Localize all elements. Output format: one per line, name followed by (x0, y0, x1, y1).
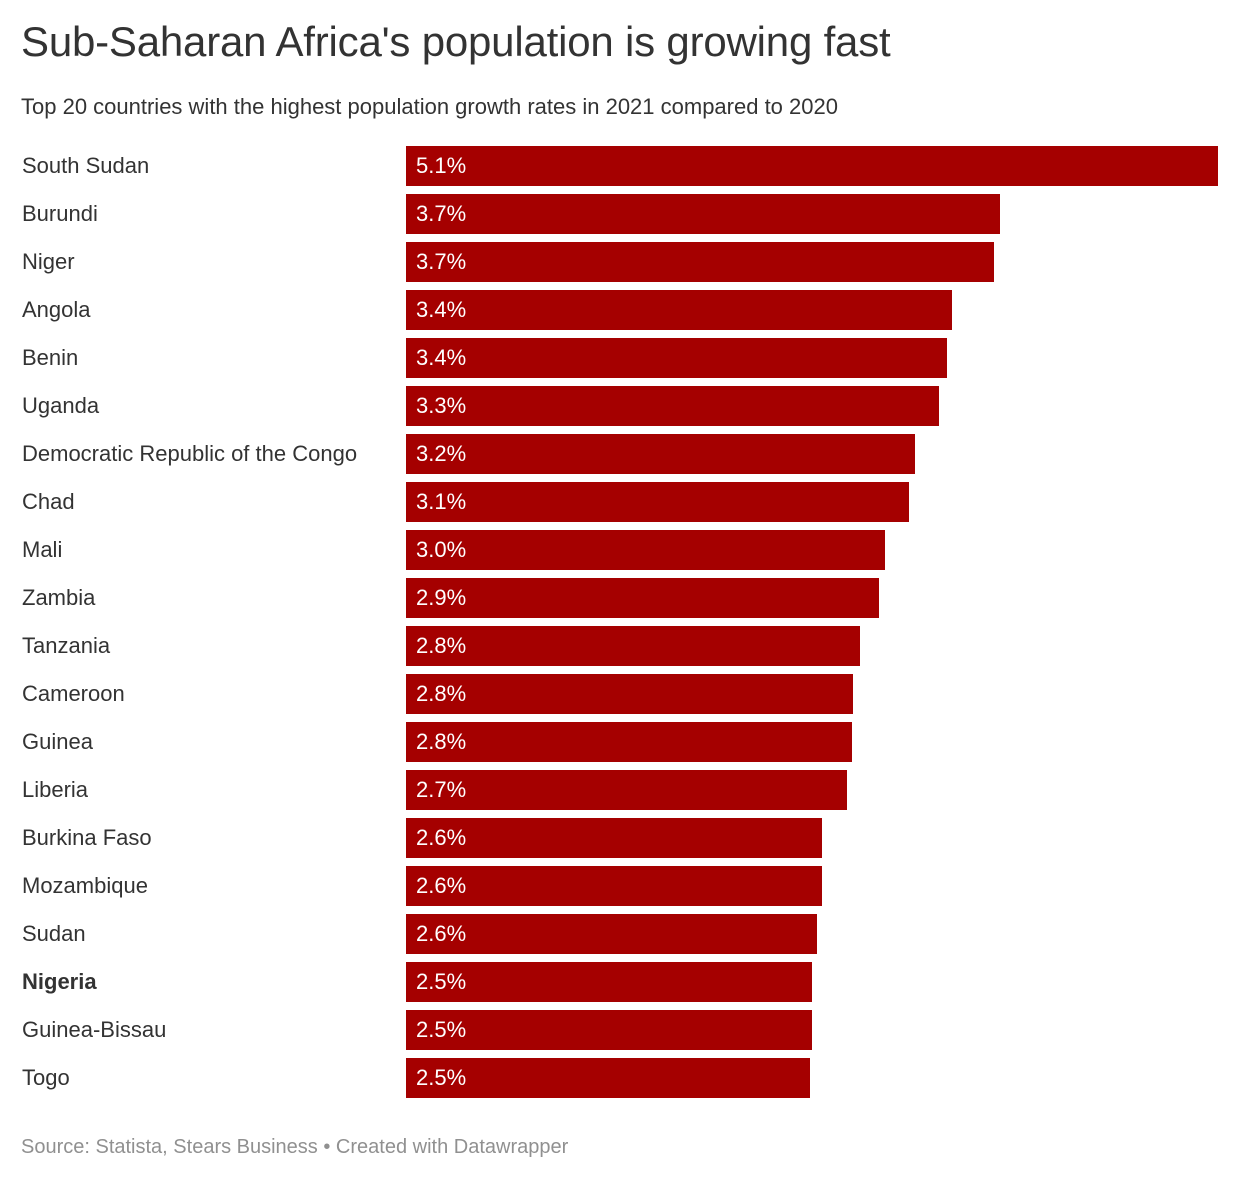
bar (406, 194, 1000, 234)
bar-value-label: 3.0% (416, 537, 467, 562)
bar-value-label: 3.7% (416, 249, 467, 274)
bar-value-label: 2.8% (416, 681, 467, 706)
bar (406, 290, 952, 330)
bar-value-label: 2.6% (416, 873, 467, 898)
category-label: Burkina Faso (22, 825, 152, 850)
bar-value-label: 2.7% (416, 777, 467, 802)
bar (406, 866, 822, 906)
category-label: Guinea (22, 729, 93, 754)
bar-value-label: 3.7% (416, 201, 467, 226)
bar (406, 146, 1218, 186)
chart-subtitle: Top 20 countries with the highest popula… (21, 94, 838, 119)
source-footer: Source: Statista, Stears Business • Crea… (21, 1136, 569, 1158)
bar (406, 962, 812, 1002)
bar-value-label: 2.8% (416, 729, 467, 754)
bar (406, 338, 947, 378)
bar (406, 530, 885, 570)
category-label: Liberia (22, 777, 89, 802)
bar-value-label: 3.3% (416, 393, 467, 418)
bar (406, 482, 909, 522)
bar (406, 818, 822, 858)
category-label: Zambia (22, 585, 96, 610)
bar-value-label: 3.2% (416, 441, 467, 466)
category-label: Nigeria (22, 969, 97, 994)
bar (406, 770, 847, 810)
bar-value-label: 2.5% (416, 969, 467, 994)
bar (406, 242, 994, 282)
category-label: Niger (22, 249, 75, 274)
category-label: Mali (22, 537, 63, 562)
bar-value-label: 3.1% (416, 489, 467, 514)
bar (406, 386, 939, 426)
category-label: Burundi (22, 201, 98, 226)
category-label: Cameroon (22, 681, 125, 706)
bar (406, 434, 915, 474)
bar-value-label: 2.6% (416, 825, 467, 850)
chart-title: Sub-Saharan Africa's population is growi… (21, 18, 891, 65)
bar (406, 722, 852, 762)
bar (406, 674, 853, 714)
bar-value-label: 2.6% (416, 921, 467, 946)
bar (406, 1058, 810, 1098)
category-label: Togo (22, 1065, 70, 1090)
category-label: Benin (22, 345, 79, 370)
category-label: Guinea-Bissau (22, 1017, 167, 1042)
category-label: Angola (22, 297, 91, 322)
category-label: South Sudan (22, 153, 150, 178)
bar-value-label: 3.4% (416, 345, 467, 370)
bar (406, 626, 860, 666)
bar (406, 578, 879, 618)
bar-value-label: 2.5% (416, 1065, 467, 1090)
bar (406, 914, 817, 954)
category-label: Sudan (22, 921, 86, 946)
bar-value-label: 2.5% (416, 1017, 467, 1042)
bar (406, 1010, 812, 1050)
category-label: Tanzania (22, 633, 111, 658)
bar-value-label: 2.8% (416, 633, 467, 658)
category-label: Democratic Republic of the Congo (22, 441, 358, 466)
category-label: Chad (22, 489, 75, 514)
category-label: Mozambique (22, 873, 148, 898)
bar-value-label: 3.4% (416, 297, 467, 322)
category-label: Uganda (22, 393, 100, 418)
bar-value-label: 5.1% (416, 153, 467, 178)
bar-value-label: 2.9% (416, 585, 467, 610)
